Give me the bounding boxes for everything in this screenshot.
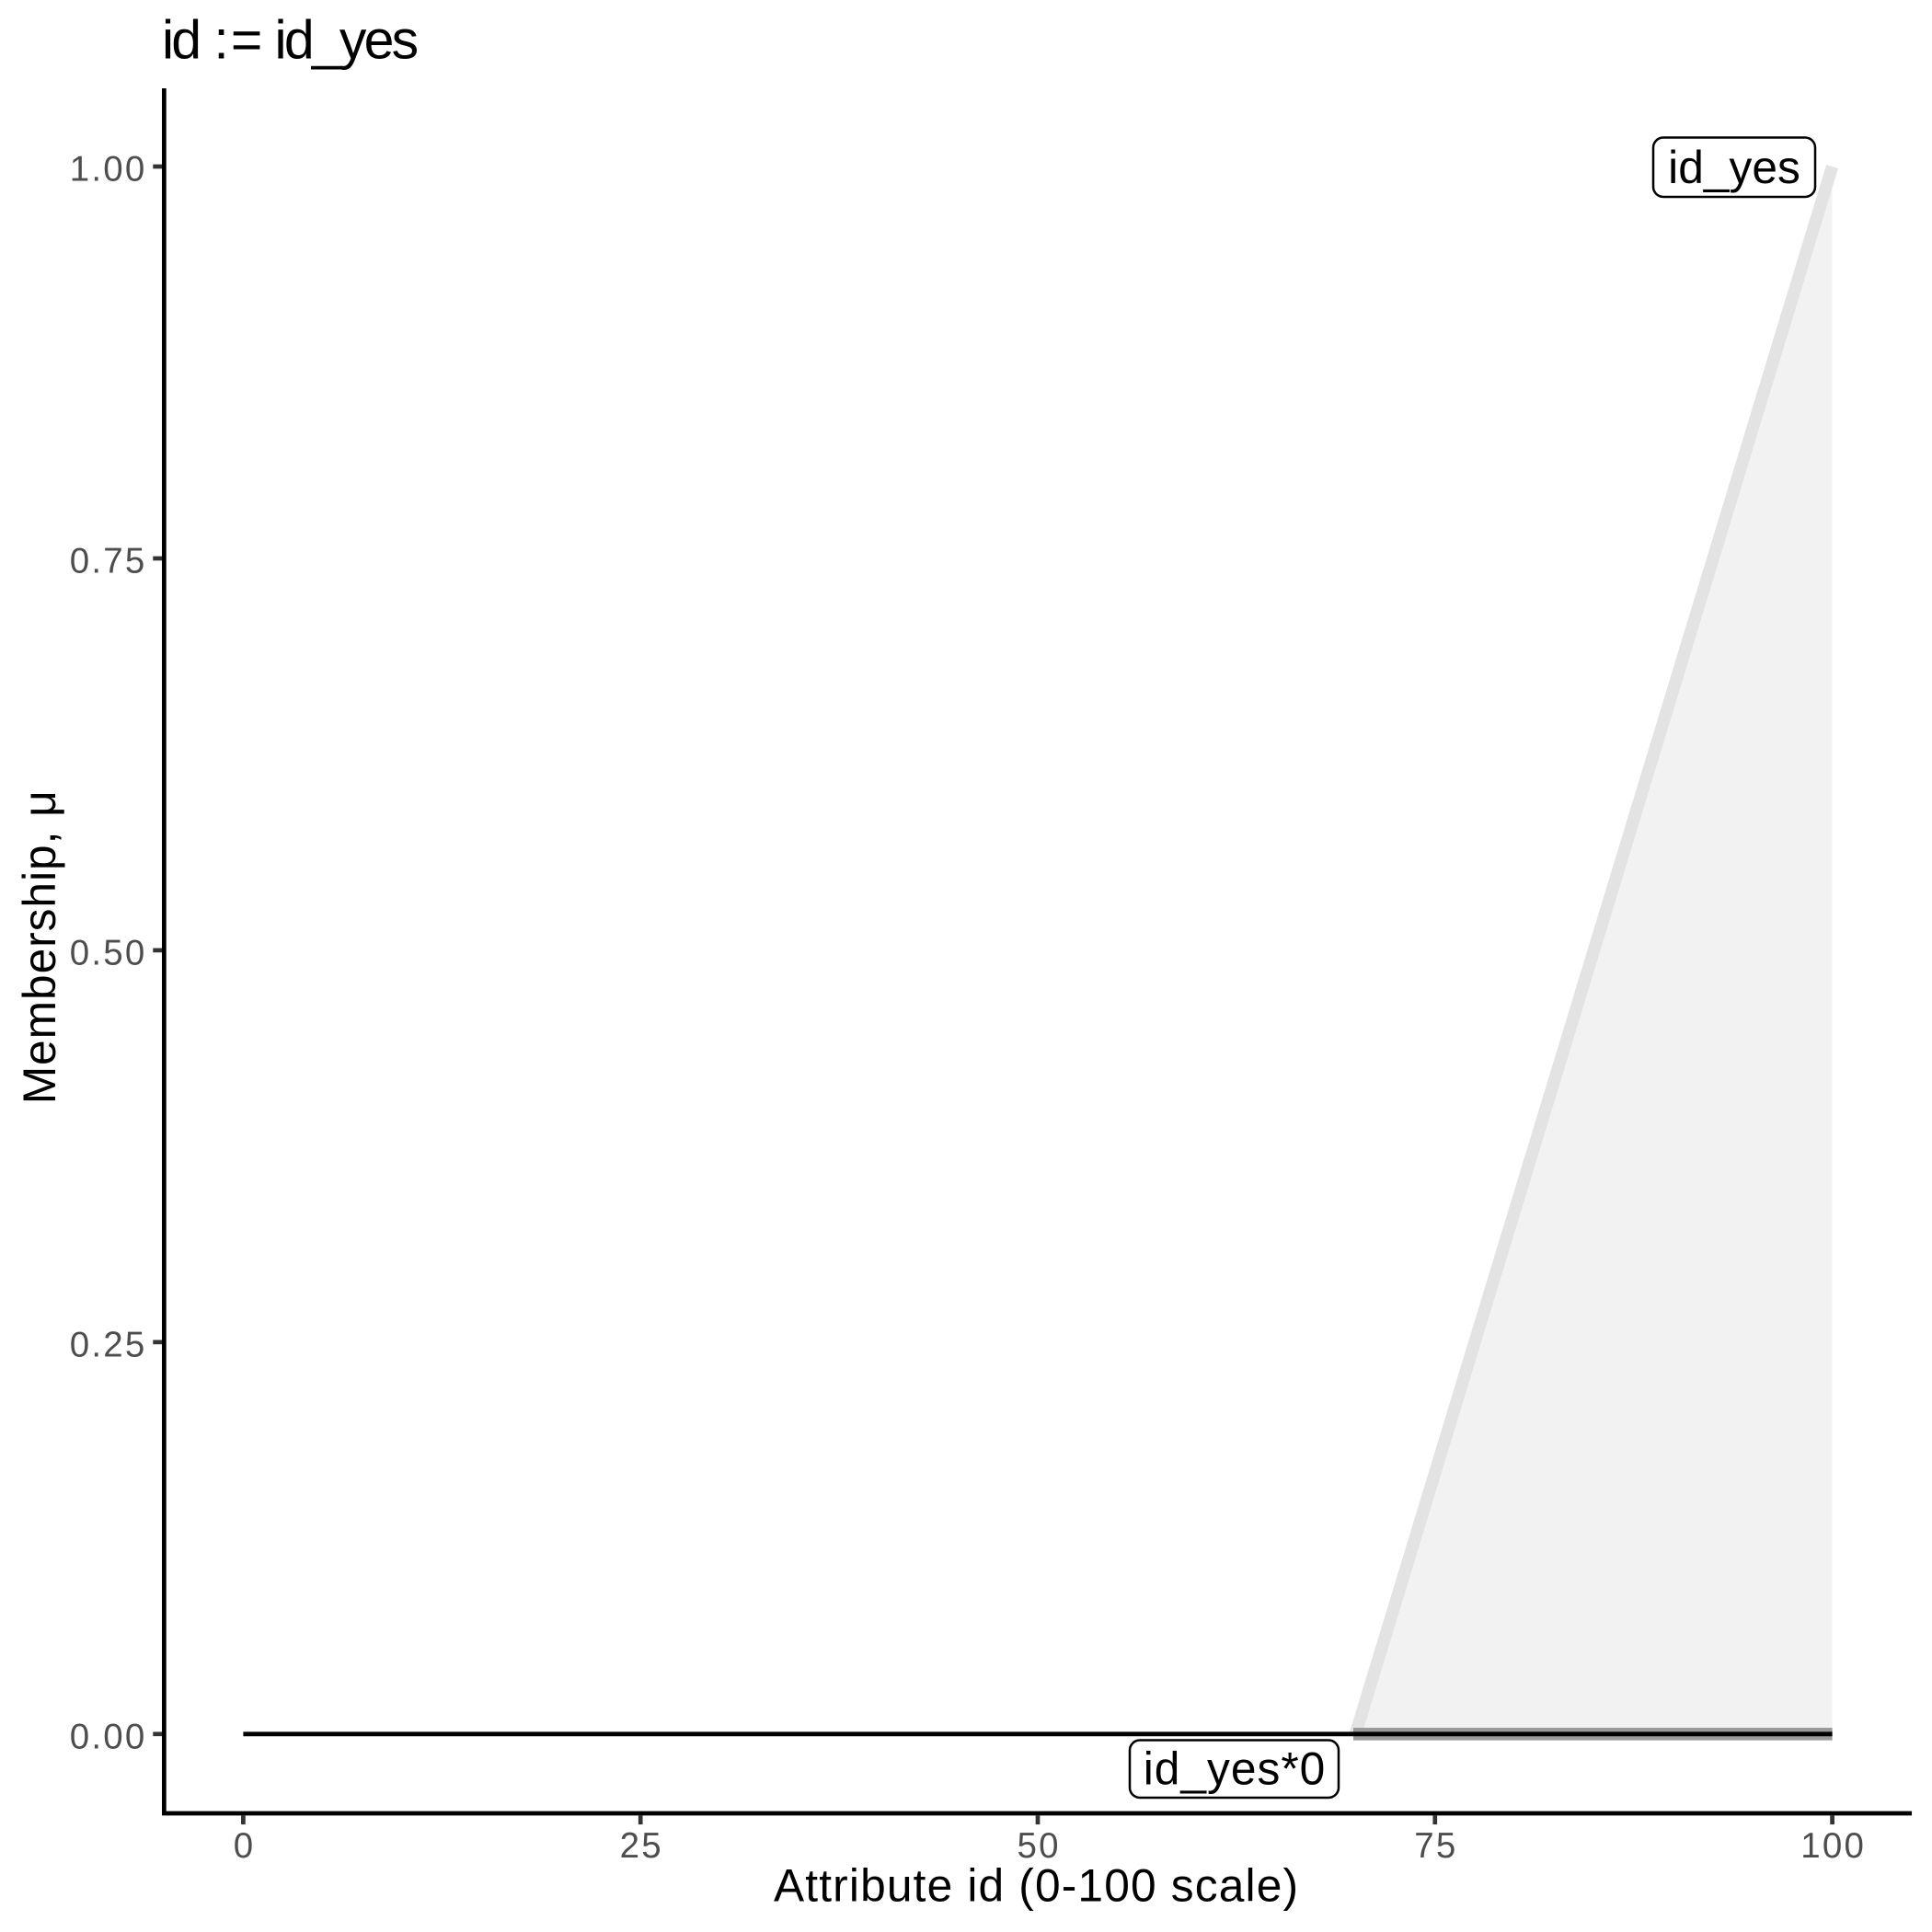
svg-text:0: 0	[234, 1826, 256, 1866]
svg-text:id := id_yes: id := id_yes	[162, 10, 418, 71]
svg-text:75: 75	[1414, 1826, 1457, 1866]
svg-text:0.25: 0.25	[70, 1326, 147, 1365]
svg-text:Membership, μ: Membership, μ	[14, 789, 65, 1104]
svg-text:50: 50	[1017, 1826, 1060, 1866]
svg-text:25: 25	[620, 1826, 663, 1866]
svg-text:100: 100	[1800, 1826, 1866, 1866]
svg-text:id_yes*0: id_yes*0	[1144, 1743, 1327, 1795]
svg-text:Attribute id (0-100 scale): Attribute id (0-100 scale)	[774, 1860, 1299, 1912]
svg-text:0.75: 0.75	[70, 542, 147, 581]
svg-text:0.00: 0.00	[70, 1718, 147, 1757]
svg-text:1.00: 1.00	[70, 150, 147, 190]
svg-text:0.50: 0.50	[70, 934, 147, 973]
svg-text:id_yes: id_yes	[1668, 142, 1800, 193]
